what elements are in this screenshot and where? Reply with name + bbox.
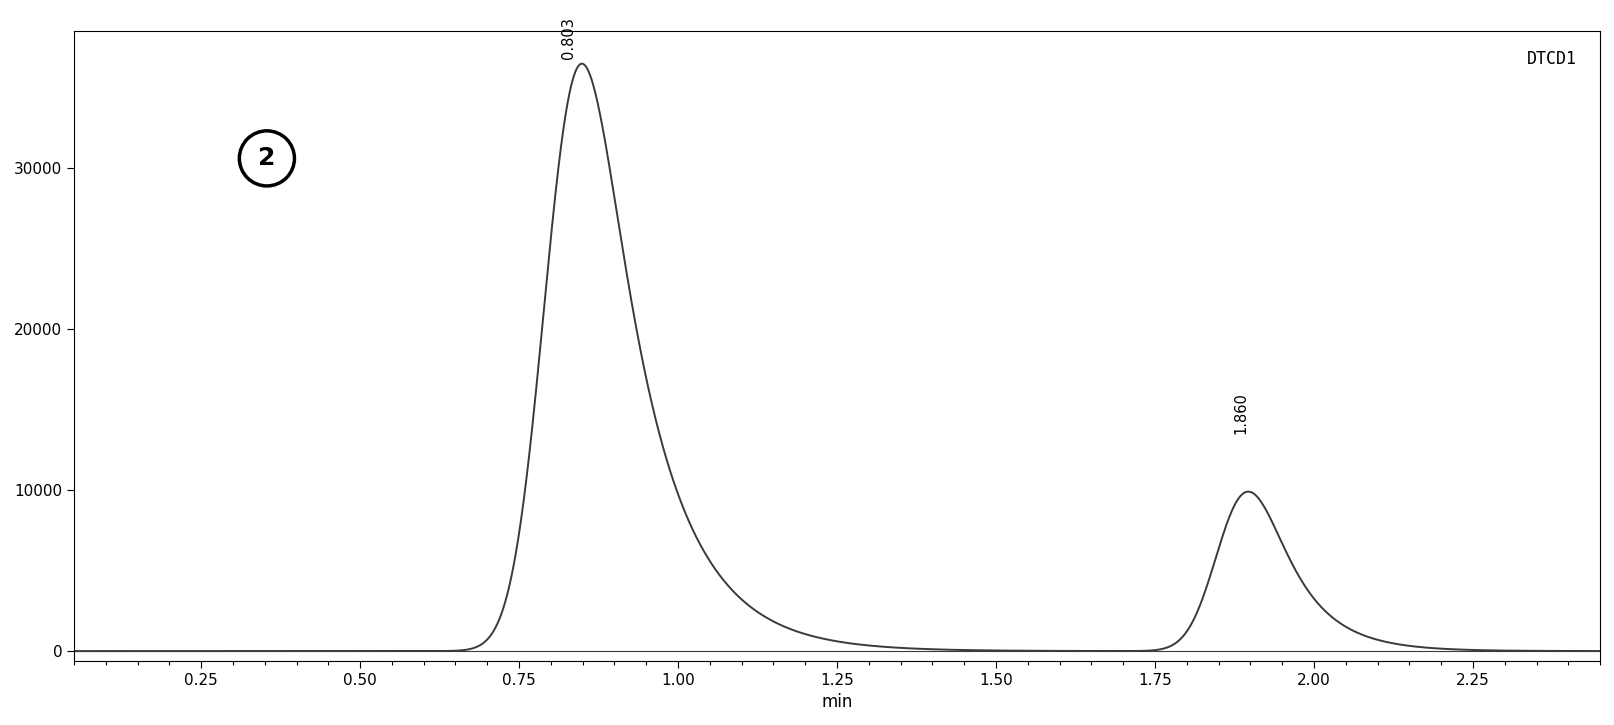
Text: 2: 2 [258,146,276,170]
X-axis label: min: min [822,693,852,711]
Text: 1.860: 1.860 [1233,392,1248,434]
Text: 0.803: 0.803 [562,17,576,59]
Text: DTCD1: DTCD1 [1527,50,1577,68]
